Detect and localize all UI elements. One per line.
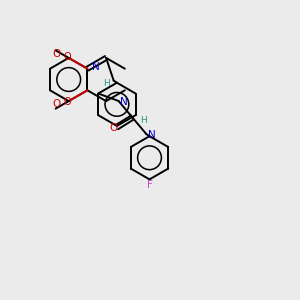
Text: O: O xyxy=(52,49,61,59)
Text: F: F xyxy=(147,180,152,190)
Text: O: O xyxy=(63,97,71,107)
Text: N: N xyxy=(148,130,156,140)
Text: O: O xyxy=(63,52,71,62)
Text: N: N xyxy=(92,62,100,73)
Text: H: H xyxy=(103,79,110,88)
Text: N: N xyxy=(120,97,128,107)
Text: O: O xyxy=(109,123,117,133)
Text: H: H xyxy=(140,116,147,124)
Text: O: O xyxy=(52,99,61,109)
